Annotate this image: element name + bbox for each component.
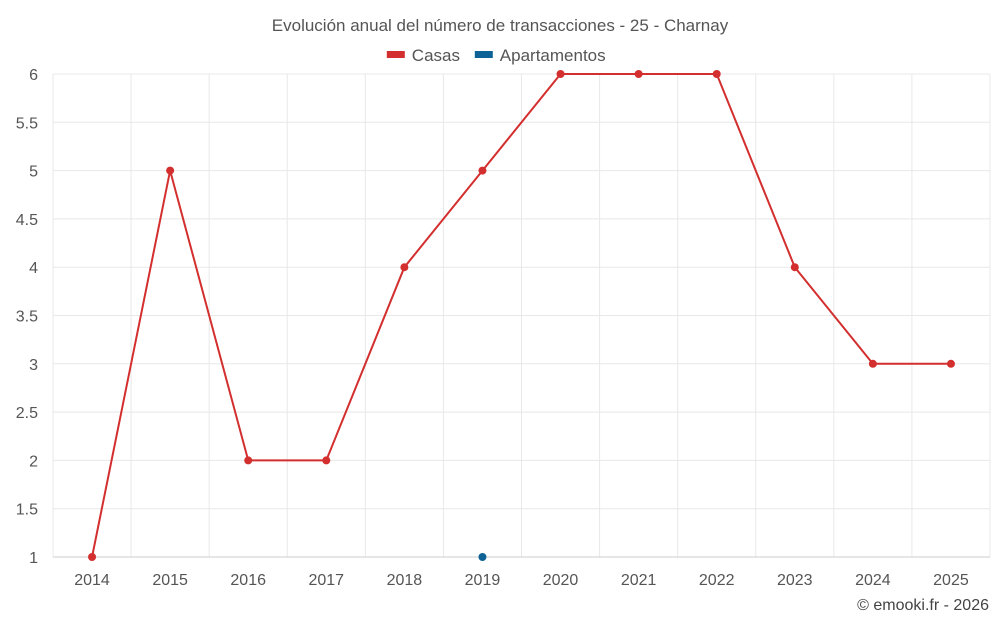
y-tick-label: 4 xyxy=(29,260,38,277)
y-tick-label: 6 xyxy=(29,67,38,84)
data-point[interactable] xyxy=(478,553,487,561)
x-tick-label: 2015 xyxy=(152,572,188,589)
legend-item[interactable]: Casas xyxy=(386,46,460,65)
x-tick-label: 2018 xyxy=(387,572,423,589)
data-point[interactable] xyxy=(88,553,97,561)
data-point[interactable] xyxy=(166,166,175,175)
data-point[interactable] xyxy=(868,359,877,368)
data-point[interactable] xyxy=(634,70,643,78)
legend-label: Casas xyxy=(412,46,460,65)
x-tick-label: 2016 xyxy=(230,572,266,589)
x-tick-label: 2019 xyxy=(465,572,501,589)
x-tick-label: 2023 xyxy=(777,572,813,589)
legend-swatch xyxy=(386,51,405,58)
data-point[interactable] xyxy=(790,263,799,272)
x-tick-label: 2017 xyxy=(308,572,344,589)
y-tick-label: 3.5 xyxy=(16,309,38,326)
x-tick-label: 2021 xyxy=(621,572,657,589)
credit-text: © emooki.fr - 2026 xyxy=(857,597,989,614)
data-point[interactable] xyxy=(322,456,331,465)
data-point[interactable] xyxy=(712,70,721,78)
data-point[interactable] xyxy=(946,359,955,368)
data-point[interactable] xyxy=(400,263,409,272)
x-tick-label: 2014 xyxy=(74,572,110,589)
y-tick-label: 1.5 xyxy=(16,502,38,519)
y-tick-label: 5.5 xyxy=(16,115,38,132)
series-layer xyxy=(88,70,955,561)
grid xyxy=(52,73,991,558)
y-tick-label: 2.5 xyxy=(16,405,38,422)
legend-item[interactable]: Apartamentos xyxy=(474,46,606,65)
data-point[interactable] xyxy=(556,70,565,78)
y-tick-label: 3 xyxy=(29,357,38,374)
series-0 xyxy=(88,70,955,561)
y-tick-label: 1 xyxy=(29,550,38,567)
chart-title: Evolución anual del número de transaccio… xyxy=(272,16,729,35)
x-axis: 2014 2015 2016 2017 2018 2019 2020 2021 2022 2023… xyxy=(53,556,990,589)
data-point[interactable] xyxy=(478,166,487,175)
series-line xyxy=(91,73,951,558)
series-1 xyxy=(478,553,487,561)
data-point[interactable] xyxy=(244,456,253,465)
legend-label: Apartamentos xyxy=(500,46,606,65)
y-tick-label: 4.5 xyxy=(16,212,38,229)
y-axis: 1 1.5 2 2.5 3 3.5 4 4.5 5 5.5 6 xyxy=(16,67,38,567)
x-tick-label: 2024 xyxy=(855,572,891,589)
x-tick-label: 2020 xyxy=(543,572,579,589)
x-tick-label: 2022 xyxy=(699,572,735,589)
x-tick-label: 2025 xyxy=(933,572,969,589)
y-tick-label: 5 xyxy=(29,164,38,181)
legend: Casas Apartamentos xyxy=(386,46,606,65)
y-tick-label: 2 xyxy=(29,453,38,470)
legend-swatch xyxy=(474,51,493,58)
